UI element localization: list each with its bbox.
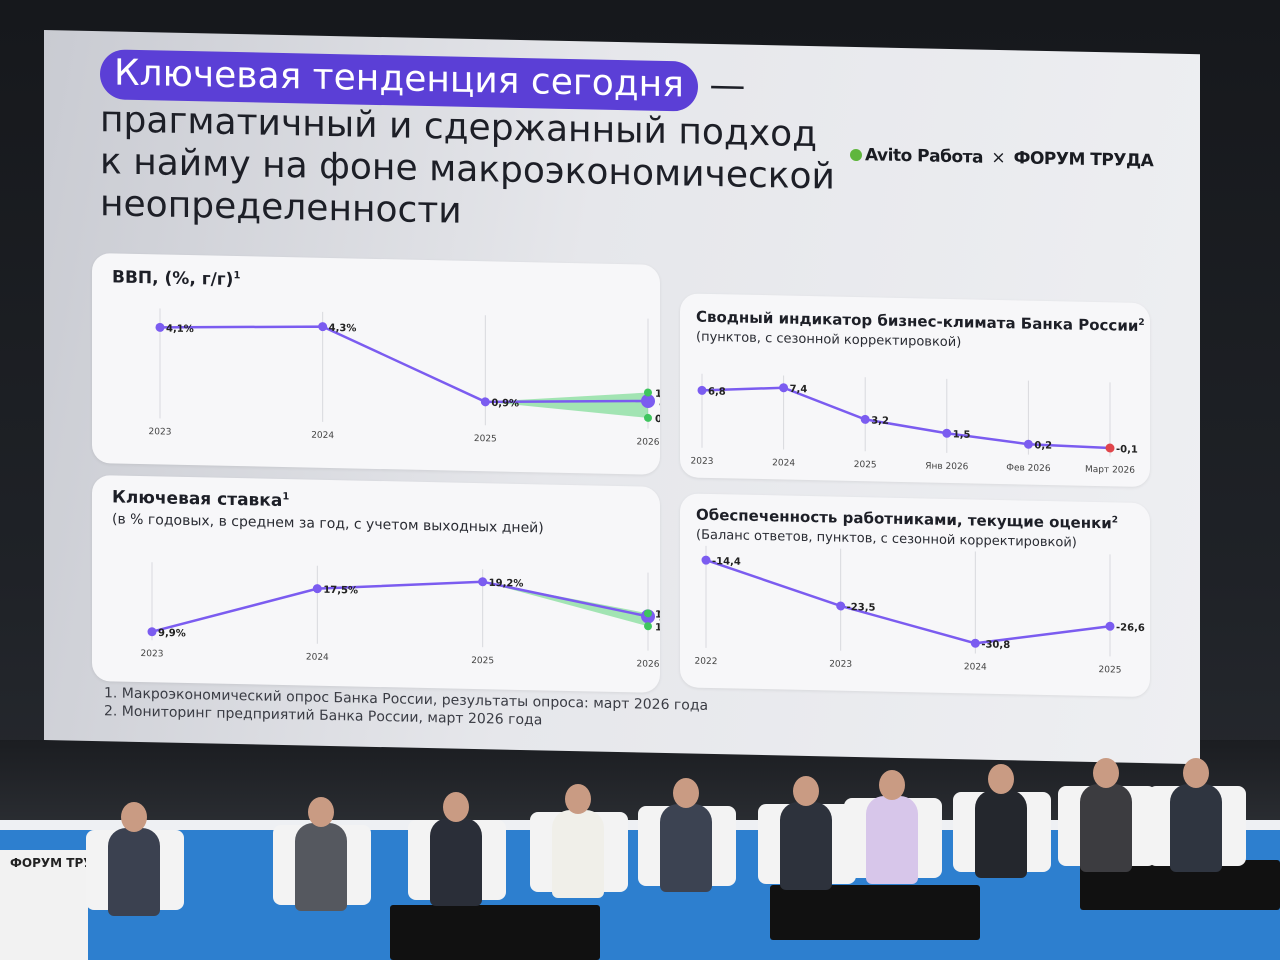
range-label: 0,3% bbox=[655, 414, 660, 426]
chart-card-key-rate: Ключевая ставка1 (в % годовых, в среднем… bbox=[92, 475, 660, 693]
speaker-body bbox=[1080, 784, 1132, 872]
data-label: -23,5 bbox=[847, 602, 876, 614]
speaker-body bbox=[1170, 784, 1222, 872]
speaker-body bbox=[295, 823, 347, 911]
speaker-head bbox=[1183, 758, 1209, 788]
series-line bbox=[160, 323, 648, 405]
speaker-head bbox=[308, 797, 334, 827]
series-line bbox=[152, 575, 648, 642]
title-dash: — bbox=[698, 65, 745, 107]
chart-card-gdp: ВВП, (%, г/г)1 2023 2024 2025 2026 4,1% 4,3% 0… bbox=[92, 253, 660, 475]
range-point bbox=[644, 414, 652, 422]
x-tick-label: Фев 2026 bbox=[1006, 463, 1051, 474]
x-tick-label: Март 2026 bbox=[1085, 465, 1135, 476]
speaker-body bbox=[866, 796, 918, 884]
data-label: 0,9% bbox=[491, 398, 519, 410]
x-tick-label: 2023 bbox=[691, 457, 714, 467]
data-point bbox=[478, 577, 487, 586]
x-tick-label: 2023 bbox=[141, 649, 164, 659]
speaker-body bbox=[430, 818, 482, 906]
projection-screen: Ключевая тенденция сегодня — прагматичны… bbox=[44, 30, 1200, 764]
data-point bbox=[779, 383, 788, 392]
data-label: 6,8 bbox=[708, 386, 726, 397]
range-point bbox=[644, 622, 652, 630]
data-point bbox=[313, 584, 322, 593]
x-tick-label: 2026 bbox=[637, 659, 660, 669]
series-line bbox=[706, 560, 1110, 646]
speaker-body bbox=[108, 828, 160, 916]
speaker-head bbox=[443, 792, 469, 822]
data-label: 9,9% bbox=[158, 628, 186, 640]
data-label: -30,8 bbox=[981, 639, 1010, 651]
range-label: 1,5% bbox=[655, 389, 660, 401]
brand-forum: ФОРУМ ТРУДА bbox=[1014, 148, 1154, 171]
speaker-body bbox=[780, 802, 832, 890]
x-tick-label: 2026 bbox=[637, 437, 660, 447]
data-point bbox=[148, 627, 157, 636]
speaker-head bbox=[1093, 758, 1119, 788]
brand-avito: Avito Работа bbox=[865, 145, 983, 167]
data-label: -26,6 bbox=[1116, 622, 1145, 634]
x-tick-label: 2024 bbox=[311, 431, 334, 441]
chart-svg: 2022 2023 2024 2025 -14,4 -23,5 -30,8 -26,6 bbox=[680, 493, 1150, 697]
chart-svg: 2023 2024 2025 2026 4,1% 4,3% 0,9% 1,1%1,5% 0,3% bbox=[92, 253, 660, 475]
x-tick-label: 2025 bbox=[1099, 665, 1122, 675]
data-label: 4,1% bbox=[166, 324, 194, 336]
range-label: 14,6% bbox=[655, 609, 660, 621]
data-label: 19,2% bbox=[489, 578, 524, 590]
data-label: 1,5 bbox=[953, 429, 971, 440]
x-tick-label: 2025 bbox=[474, 434, 497, 444]
speaker-body bbox=[975, 790, 1027, 878]
data-point bbox=[1106, 443, 1115, 452]
range-label: 12,5% bbox=[655, 622, 660, 634]
chart-card-staffing: Обеспеченность работниками, текущие оцен… bbox=[680, 493, 1150, 697]
series-line bbox=[702, 386, 1110, 448]
data-point bbox=[942, 429, 951, 438]
x-tick-label: 2025 bbox=[471, 656, 494, 666]
speaker-head bbox=[121, 802, 147, 832]
stage-monitor bbox=[770, 885, 980, 940]
data-point bbox=[481, 397, 490, 406]
x-tick-label: 2025 bbox=[854, 460, 877, 470]
speaker-head bbox=[793, 776, 819, 806]
speaker-head bbox=[673, 778, 699, 808]
data-label: 3,2 bbox=[871, 416, 889, 427]
speaker-head bbox=[988, 764, 1014, 794]
speaker-head bbox=[879, 770, 905, 800]
data-label: -14,4 bbox=[712, 556, 741, 568]
data-point bbox=[971, 639, 980, 648]
chart-svg: 2023 2024 2025 20269,9%17,5%19,2%14,1%14,6%… bbox=[92, 475, 660, 693]
speaker-body bbox=[660, 804, 712, 892]
data-point bbox=[702, 555, 711, 564]
x-tick-label: 2024 bbox=[964, 662, 987, 672]
speaker-body bbox=[552, 810, 604, 898]
avito-logo-icon bbox=[850, 149, 862, 161]
data-point bbox=[1106, 622, 1115, 631]
x-tick-label: 2022 bbox=[695, 657, 718, 667]
data-label: 0,2 bbox=[1034, 440, 1052, 451]
data-point bbox=[1024, 440, 1033, 449]
x-tick-label: 2024 bbox=[306, 652, 329, 662]
slide-title: Ключевая тенденция сегодня — прагматичны… bbox=[100, 49, 880, 241]
data-label: 17,5% bbox=[323, 585, 358, 597]
data-label: -0,1 bbox=[1116, 444, 1138, 455]
x-tick-label: 2023 bbox=[149, 427, 172, 437]
data-point bbox=[861, 415, 870, 424]
data-point bbox=[698, 386, 707, 395]
data-label: 4,3% bbox=[329, 323, 357, 335]
data-point bbox=[318, 322, 327, 331]
x-tick-label: 2023 bbox=[829, 659, 852, 669]
chart-svg: 2023 2024 2025 Янв 2026 Фев 2026 Март 2026 6,8… bbox=[680, 293, 1150, 487]
speaker-head bbox=[565, 784, 591, 814]
x-tick-label: 2024 bbox=[772, 458, 795, 468]
brand-logos: Avito Работа × ФОРУМ ТРУДА bbox=[850, 145, 1153, 171]
brand-separator: × bbox=[991, 148, 1005, 168]
data-point bbox=[836, 601, 845, 610]
chart-card-business-climate: Сводный индикатор бизнес-климата Банка Р… bbox=[680, 293, 1150, 487]
data-point bbox=[156, 323, 165, 332]
x-tick-label: Янв 2026 bbox=[925, 461, 968, 472]
stage-monitor bbox=[390, 905, 600, 960]
data-label: 7,4 bbox=[790, 384, 808, 395]
